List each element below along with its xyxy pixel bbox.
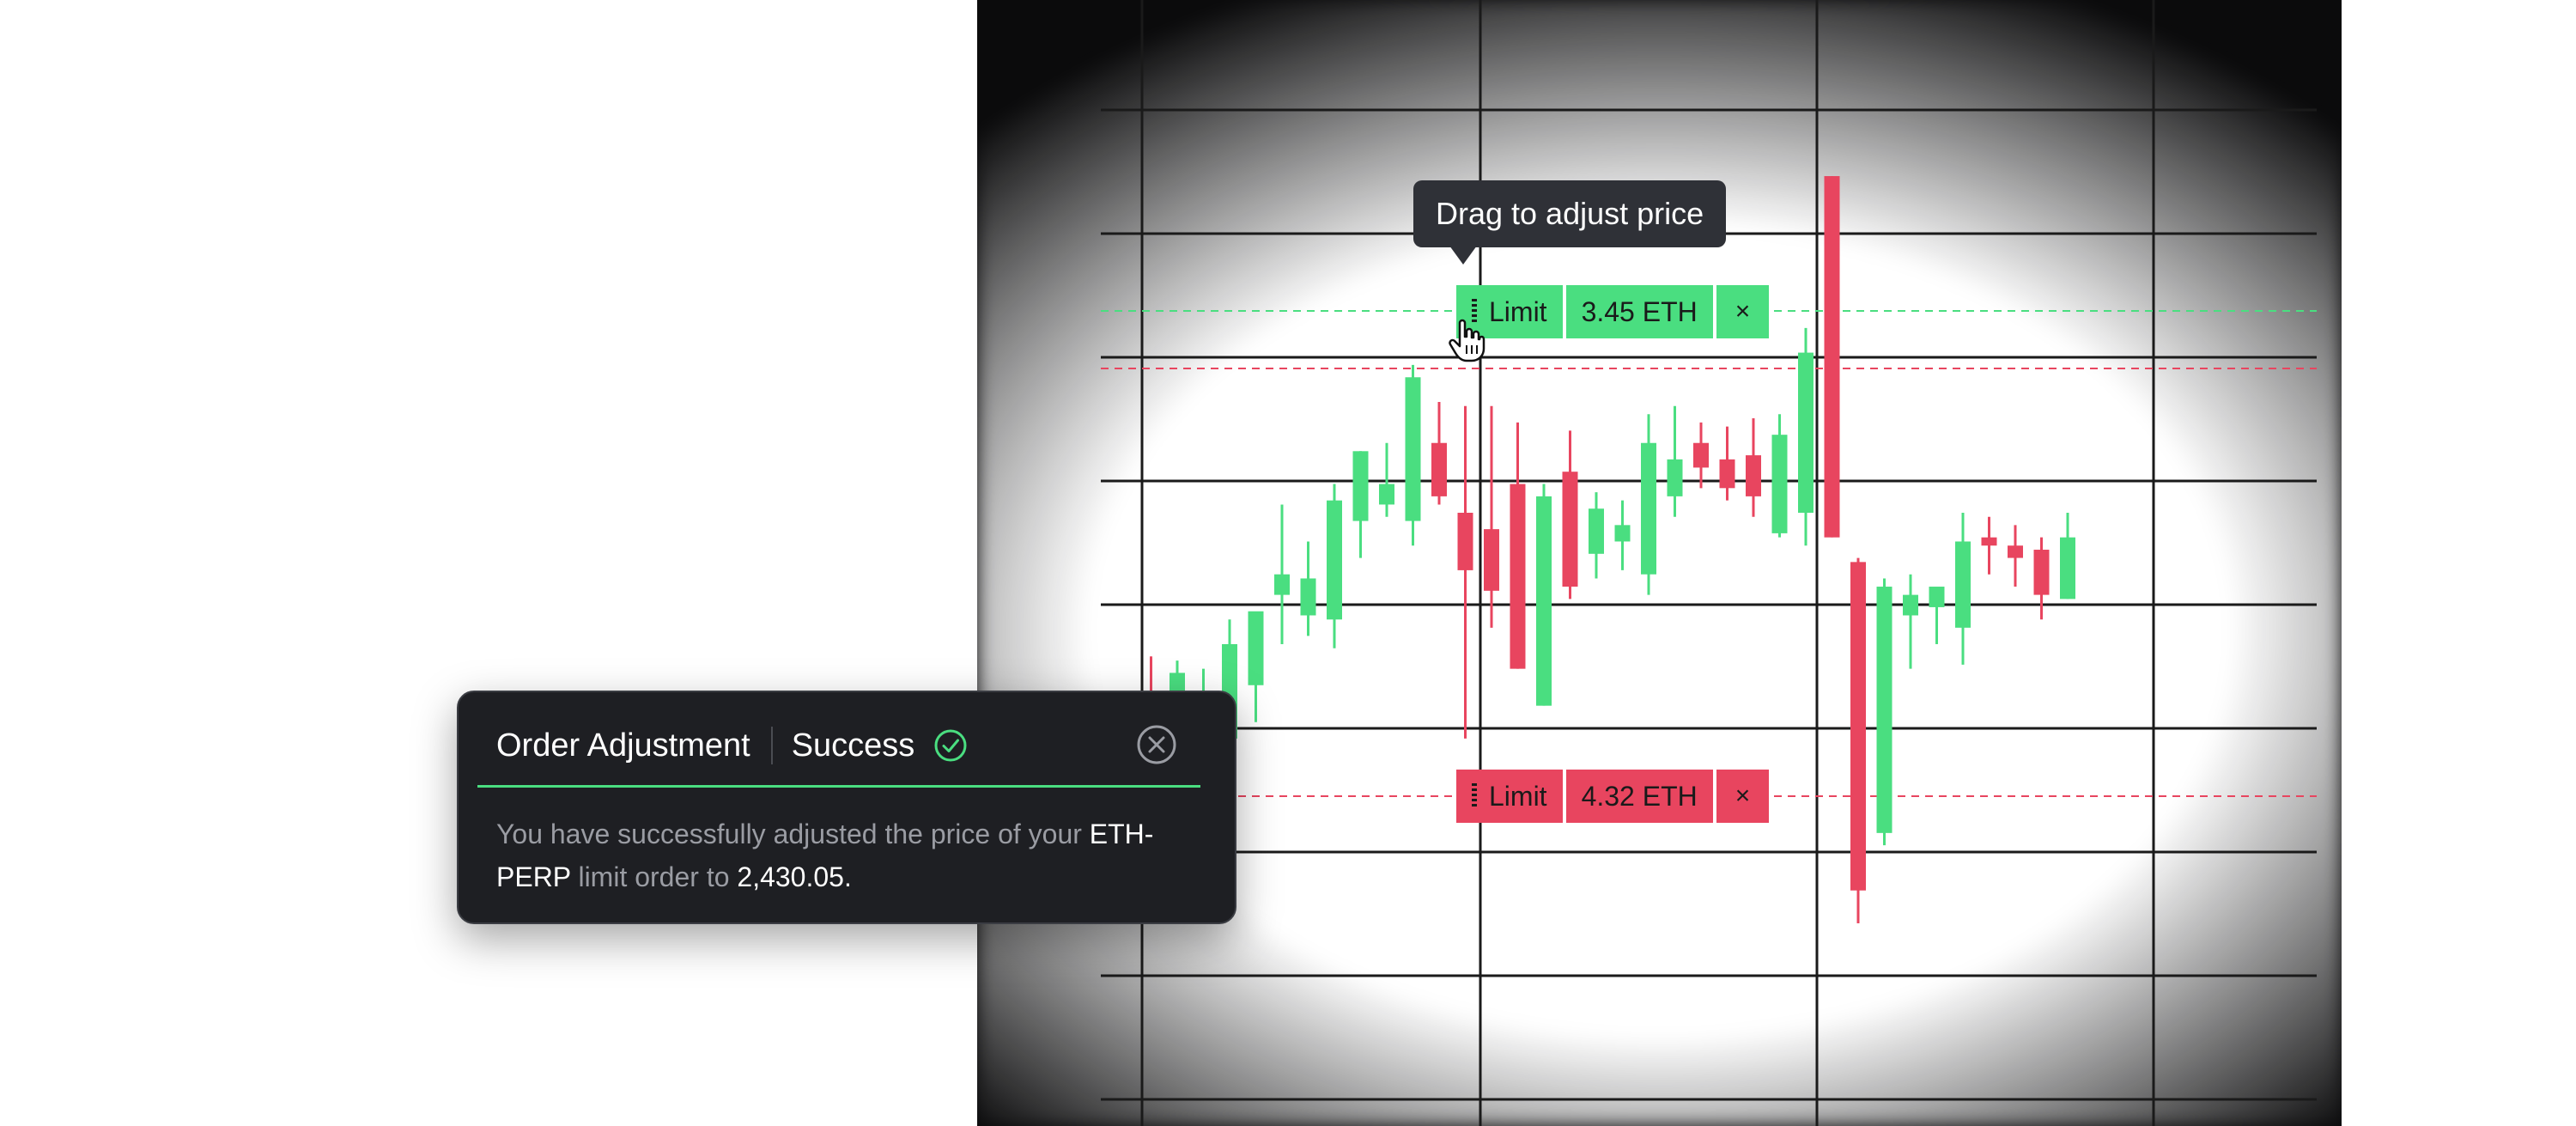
candle-body: [1536, 496, 1552, 706]
candle-body: [1431, 442, 1447, 496]
candle-body: [1955, 541, 1971, 628]
candle-body: [1352, 451, 1369, 521]
candle-body: [1981, 537, 1997, 546]
message-prefix: You have successfully adjusted the price…: [496, 819, 1082, 849]
cancel-order-button[interactable]: ×: [1712, 770, 1770, 823]
close-icon: ×: [1735, 297, 1751, 326]
order-type-segment[interactable]: Limit: [1456, 285, 1563, 338]
close-icon: ×: [1735, 782, 1751, 810]
candle-body: [2033, 550, 2050, 595]
drag-tooltip: Drag to adjust price: [1413, 180, 1727, 265]
check-circle-icon: [934, 729, 967, 762]
candle-body: [1719, 459, 1735, 489]
order-symbol: ETH-PERP: [496, 819, 1154, 892]
order-type-segment[interactable]: Limit: [1456, 770, 1563, 823]
order-type-label: Limit: [1489, 780, 1547, 812]
candle-body: [1876, 587, 1893, 833]
candle-body: [1693, 442, 1709, 468]
toast-accent-line: [477, 785, 1200, 788]
candle-body: [1300, 578, 1316, 616]
candle-body: [1589, 508, 1604, 554]
candle-body: [1405, 377, 1421, 521]
candle-body: [1850, 562, 1866, 891]
toast-title: Order Adjustment: [496, 727, 750, 764]
order-amount-segment: 3.45 ETH: [1562, 285, 1713, 338]
candle-body: [1248, 611, 1264, 685]
candle-body: [2008, 545, 2023, 558]
drag-handle-icon[interactable]: [1472, 299, 1477, 325]
toast-status: Success: [791, 727, 915, 764]
candle-body: [1379, 484, 1394, 505]
tooltip-text: Drag to adjust price: [1436, 196, 1704, 231]
order-type-label: Limit: [1489, 295, 1547, 327]
order-amount: 4.32 ETH: [1581, 780, 1698, 812]
candle-body: [1484, 529, 1499, 591]
drag-handle-icon[interactable]: [1472, 783, 1477, 809]
candle-body: [1327, 500, 1342, 620]
candlestick-chart[interactable]: [977, 0, 2342, 1126]
price-chart-panel[interactable]: [977, 0, 2342, 1126]
candle-body: [1903, 594, 1918, 616]
candle-body: [1562, 472, 1578, 587]
candle-body: [1641, 442, 1656, 575]
candle-body: [1929, 587, 1945, 607]
candle-body: [1824, 176, 1840, 538]
toast-message: You have successfully adjusted the price…: [496, 813, 1200, 898]
candle-body: [1457, 513, 1473, 570]
order-amount-segment: 4.32 ETH: [1562, 770, 1713, 823]
buy-limit-order-tag[interactable]: Limit 3.45 ETH ×: [1456, 285, 1770, 338]
candle-body: [1667, 459, 1683, 496]
toast-header: Order Adjustment Success: [496, 718, 968, 773]
candle-body: [1771, 435, 1788, 533]
cancel-order-button[interactable]: ×: [1712, 285, 1770, 338]
message-middle: limit order to: [578, 861, 730, 892]
candle-body: [1510, 484, 1526, 669]
adjusted-price: 2,430.05.: [737, 861, 852, 892]
header-divider: [770, 727, 773, 764]
candle-body: [1274, 574, 1290, 595]
candle-body: [1798, 352, 1814, 513]
candle-body: [1746, 455, 1761, 496]
hand-cursor-icon: [1449, 319, 1485, 362]
order-adjustment-toast: Order Adjustment Success You have succes…: [457, 691, 1236, 924]
close-circle-icon[interactable]: [1135, 723, 1178, 766]
candle-body: [1614, 525, 1631, 542]
sell-limit-order-tag[interactable]: Limit 4.32 ETH ×: [1456, 770, 1770, 823]
candle-body: [2060, 537, 2075, 600]
order-amount: 3.45 ETH: [1581, 295, 1698, 327]
